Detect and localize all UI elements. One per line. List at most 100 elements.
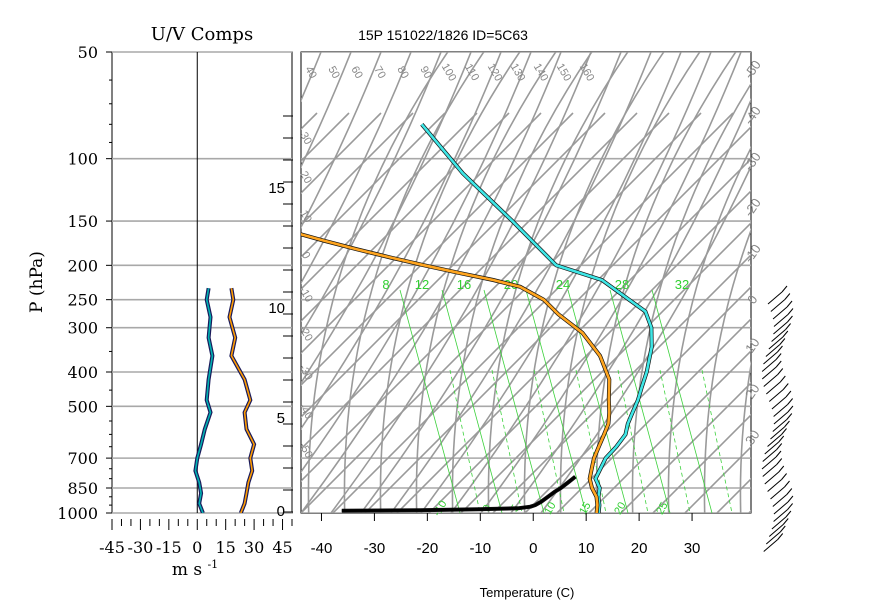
isotherm <box>301 112 446 259</box>
temperature-tick-label: 20 <box>631 540 648 557</box>
theta-line <box>301 52 502 430</box>
sounding-temperature-line <box>420 123 654 513</box>
skewt-title: 15P 151022/1826 ID=5C63 <box>358 27 528 43</box>
wind-barb-feather <box>767 291 783 305</box>
theta-line <box>540 164 751 513</box>
isotherm <box>813 113 887 513</box>
wind-barb-feather <box>764 471 780 485</box>
mixing-ratio-label: 16 <box>457 277 471 292</box>
wind-barb-feather <box>765 381 781 395</box>
wind-barb-staff <box>781 285 788 293</box>
wind-barb-feather <box>768 524 784 537</box>
wind-barb-staff <box>786 413 793 420</box>
wind-barb-feather <box>764 441 780 455</box>
dry-adiabat <box>776 22 887 523</box>
theta-line <box>301 52 472 385</box>
wind-barb-feather <box>767 479 782 492</box>
pressure-tick-label: 50 <box>78 43 98 62</box>
temperature-tick-label: -20 <box>417 540 439 557</box>
dry-adiabat <box>812 22 887 523</box>
wind-barb-staff <box>778 435 785 443</box>
wind-barb-feather <box>770 486 785 500</box>
theta-label: 90 <box>417 64 434 81</box>
uv-series-group <box>193 287 257 513</box>
theta-line <box>301 52 382 229</box>
pressure-tick-label: 200 <box>67 256 98 275</box>
wind-barb-staff <box>784 480 790 488</box>
wind-barb-feather <box>768 336 784 350</box>
theta-line <box>390 52 652 513</box>
dry-adiabat <box>523 52 665 513</box>
isotherm <box>396 157 751 513</box>
wind-barb-feather <box>768 389 784 402</box>
right-edge-label: -40 <box>741 103 764 127</box>
uv-title: U/V Comps <box>151 24 253 45</box>
pressure-tick-label: 1000 <box>57 504 98 523</box>
wind-barb-feather <box>770 299 786 312</box>
wind-barb-staff <box>787 405 794 413</box>
mixing-ratio-label: 24 <box>556 277 570 292</box>
wind-barb-staff <box>781 428 787 435</box>
sounding-shadow <box>301 232 612 513</box>
dry-adiabat <box>307 52 449 513</box>
temperature-tick-label: 0 <box>529 540 537 557</box>
wind-barb-feather <box>773 404 788 417</box>
wind-barb-feather <box>761 456 777 470</box>
wind-barb-staff <box>779 525 786 533</box>
height-tick-label: 10 <box>268 300 285 317</box>
wind-barb-staff <box>787 503 793 510</box>
mixing-ratio-line <box>483 289 545 513</box>
pressure-tick-label: 100 <box>67 150 98 169</box>
wind-barb-feather <box>773 501 789 515</box>
isotherm <box>620 381 751 513</box>
right-edge-label: 30 <box>742 427 763 447</box>
dry-adiabat <box>631 82 751 513</box>
mixing-ratio-label: 28 <box>615 277 629 292</box>
sounding-parcel-line <box>301 232 611 513</box>
isotherm <box>845 113 887 513</box>
v-component-line <box>194 288 214 513</box>
wind-barb-feather <box>770 426 785 440</box>
wind-barb-staff <box>778 465 785 473</box>
wind-barb-staff <box>787 398 794 405</box>
theta-line <box>301 52 532 474</box>
theta-label: 150 <box>554 62 574 84</box>
dry-adiabat <box>343 52 485 513</box>
wind-barb-staff <box>784 420 790 428</box>
pressure-tick-label: 700 <box>67 449 98 468</box>
sounding-dewpoint-line <box>341 475 577 512</box>
theta-label: 130 <box>508 62 528 84</box>
wind-barb-feather <box>765 344 781 357</box>
isotherm <box>652 413 751 513</box>
wind-barb-staff <box>779 338 786 345</box>
uv-x-tick-label: -45 <box>99 538 125 557</box>
moist-adiabat <box>701 369 733 513</box>
isotherm <box>556 317 751 513</box>
left-edge-label: 20 <box>297 169 314 186</box>
theta-label: 60 <box>348 64 365 81</box>
height-tick-label: 15 <box>268 180 285 197</box>
left-edge-label: 10 <box>297 208 314 225</box>
uv-x-tick-label: -30 <box>128 538 154 557</box>
mixing-ratio-line <box>525 289 587 513</box>
isotherm <box>301 112 606 419</box>
wind-barb-feather <box>773 411 789 425</box>
wind-barb-feather <box>772 306 788 320</box>
wind-barb-staff <box>785 323 791 330</box>
theta-line <box>510 98 751 513</box>
isotherm <box>460 221 751 513</box>
right-edge-label: -50 <box>741 57 764 81</box>
wind-barb-staff <box>782 330 789 338</box>
temperature-tick-label: 10 <box>578 540 595 557</box>
theta-line <box>360 52 622 513</box>
wind-barb-staff <box>775 360 782 368</box>
wind-barb-staff <box>775 450 782 458</box>
right-edge-label: -30 <box>741 149 764 173</box>
theta-line <box>301 52 412 285</box>
u-component-line <box>228 288 255 513</box>
theta-label: 40 <box>302 64 319 81</box>
isotherm <box>301 112 542 355</box>
wind-barb-feather <box>771 329 786 342</box>
theta-line <box>301 52 442 337</box>
